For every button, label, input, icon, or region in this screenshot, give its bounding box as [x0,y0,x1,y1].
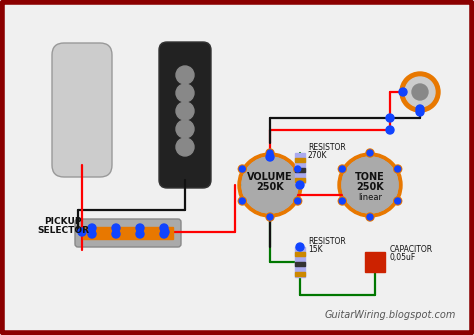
Circle shape [295,198,301,204]
Circle shape [238,197,246,205]
Circle shape [416,105,424,113]
Text: 0,05uF: 0,05uF [390,253,416,262]
Circle shape [339,198,345,204]
Circle shape [176,66,194,84]
Circle shape [266,153,274,161]
Circle shape [266,149,274,157]
Text: linear: linear [358,193,382,201]
FancyBboxPatch shape [159,42,211,188]
Circle shape [367,214,373,220]
Circle shape [395,166,401,172]
Circle shape [339,166,345,172]
Circle shape [367,150,373,156]
Text: TONE: TONE [355,172,385,182]
Circle shape [386,126,394,134]
Text: GuitarWiring.blogspot.com: GuitarWiring.blogspot.com [324,310,456,320]
Circle shape [112,224,120,232]
Circle shape [160,224,168,232]
Circle shape [412,84,428,100]
Circle shape [338,197,346,205]
Circle shape [267,150,273,156]
Circle shape [366,149,374,157]
Circle shape [239,198,245,204]
Bar [83,227,173,239]
Circle shape [78,228,86,236]
Circle shape [342,157,398,213]
Circle shape [405,77,435,107]
Text: 250K: 250K [356,182,384,192]
Circle shape [88,224,96,232]
Bar [295,262,305,266]
Circle shape [294,165,302,173]
Text: PICKUP: PICKUP [44,217,82,226]
Text: VOLUME: VOLUME [247,172,293,182]
Circle shape [242,157,298,213]
Circle shape [338,153,402,217]
Bar [295,153,305,183]
Circle shape [238,165,246,173]
Circle shape [294,197,302,205]
Text: 250K: 250K [256,182,284,192]
Circle shape [136,230,144,238]
Text: SELECTOR: SELECTOR [37,226,89,235]
FancyBboxPatch shape [2,2,472,333]
Circle shape [386,114,394,122]
Circle shape [136,224,144,232]
Circle shape [394,165,401,173]
Circle shape [176,102,194,120]
Circle shape [267,214,273,220]
Text: 270K: 270K [308,151,328,160]
Circle shape [112,230,120,238]
Circle shape [238,153,302,217]
Bar [295,178,305,182]
Circle shape [176,84,194,102]
Bar [295,252,305,256]
Text: RESISTOR: RESISTOR [308,143,346,152]
Bar [295,272,305,276]
Bar [365,252,385,272]
Circle shape [342,157,398,213]
Circle shape [176,120,194,138]
Circle shape [161,228,169,236]
Circle shape [296,243,304,251]
Circle shape [394,197,401,205]
Circle shape [400,72,440,112]
Bar [295,158,305,162]
Circle shape [160,230,168,238]
Circle shape [239,166,245,172]
Circle shape [399,88,407,96]
Bar [295,168,305,172]
Text: RESISTOR: RESISTOR [308,237,346,246]
Text: CAPACITOR: CAPACITOR [390,245,433,254]
Circle shape [176,138,194,156]
Circle shape [88,230,96,238]
Circle shape [266,213,274,221]
Circle shape [295,166,301,172]
FancyBboxPatch shape [75,219,181,247]
FancyBboxPatch shape [52,43,112,177]
Circle shape [395,198,401,204]
Circle shape [296,181,304,189]
Circle shape [242,157,298,213]
Circle shape [338,165,346,173]
Text: 15K: 15K [308,245,323,254]
Circle shape [416,108,424,116]
Bar [295,247,305,277]
Circle shape [366,213,374,221]
